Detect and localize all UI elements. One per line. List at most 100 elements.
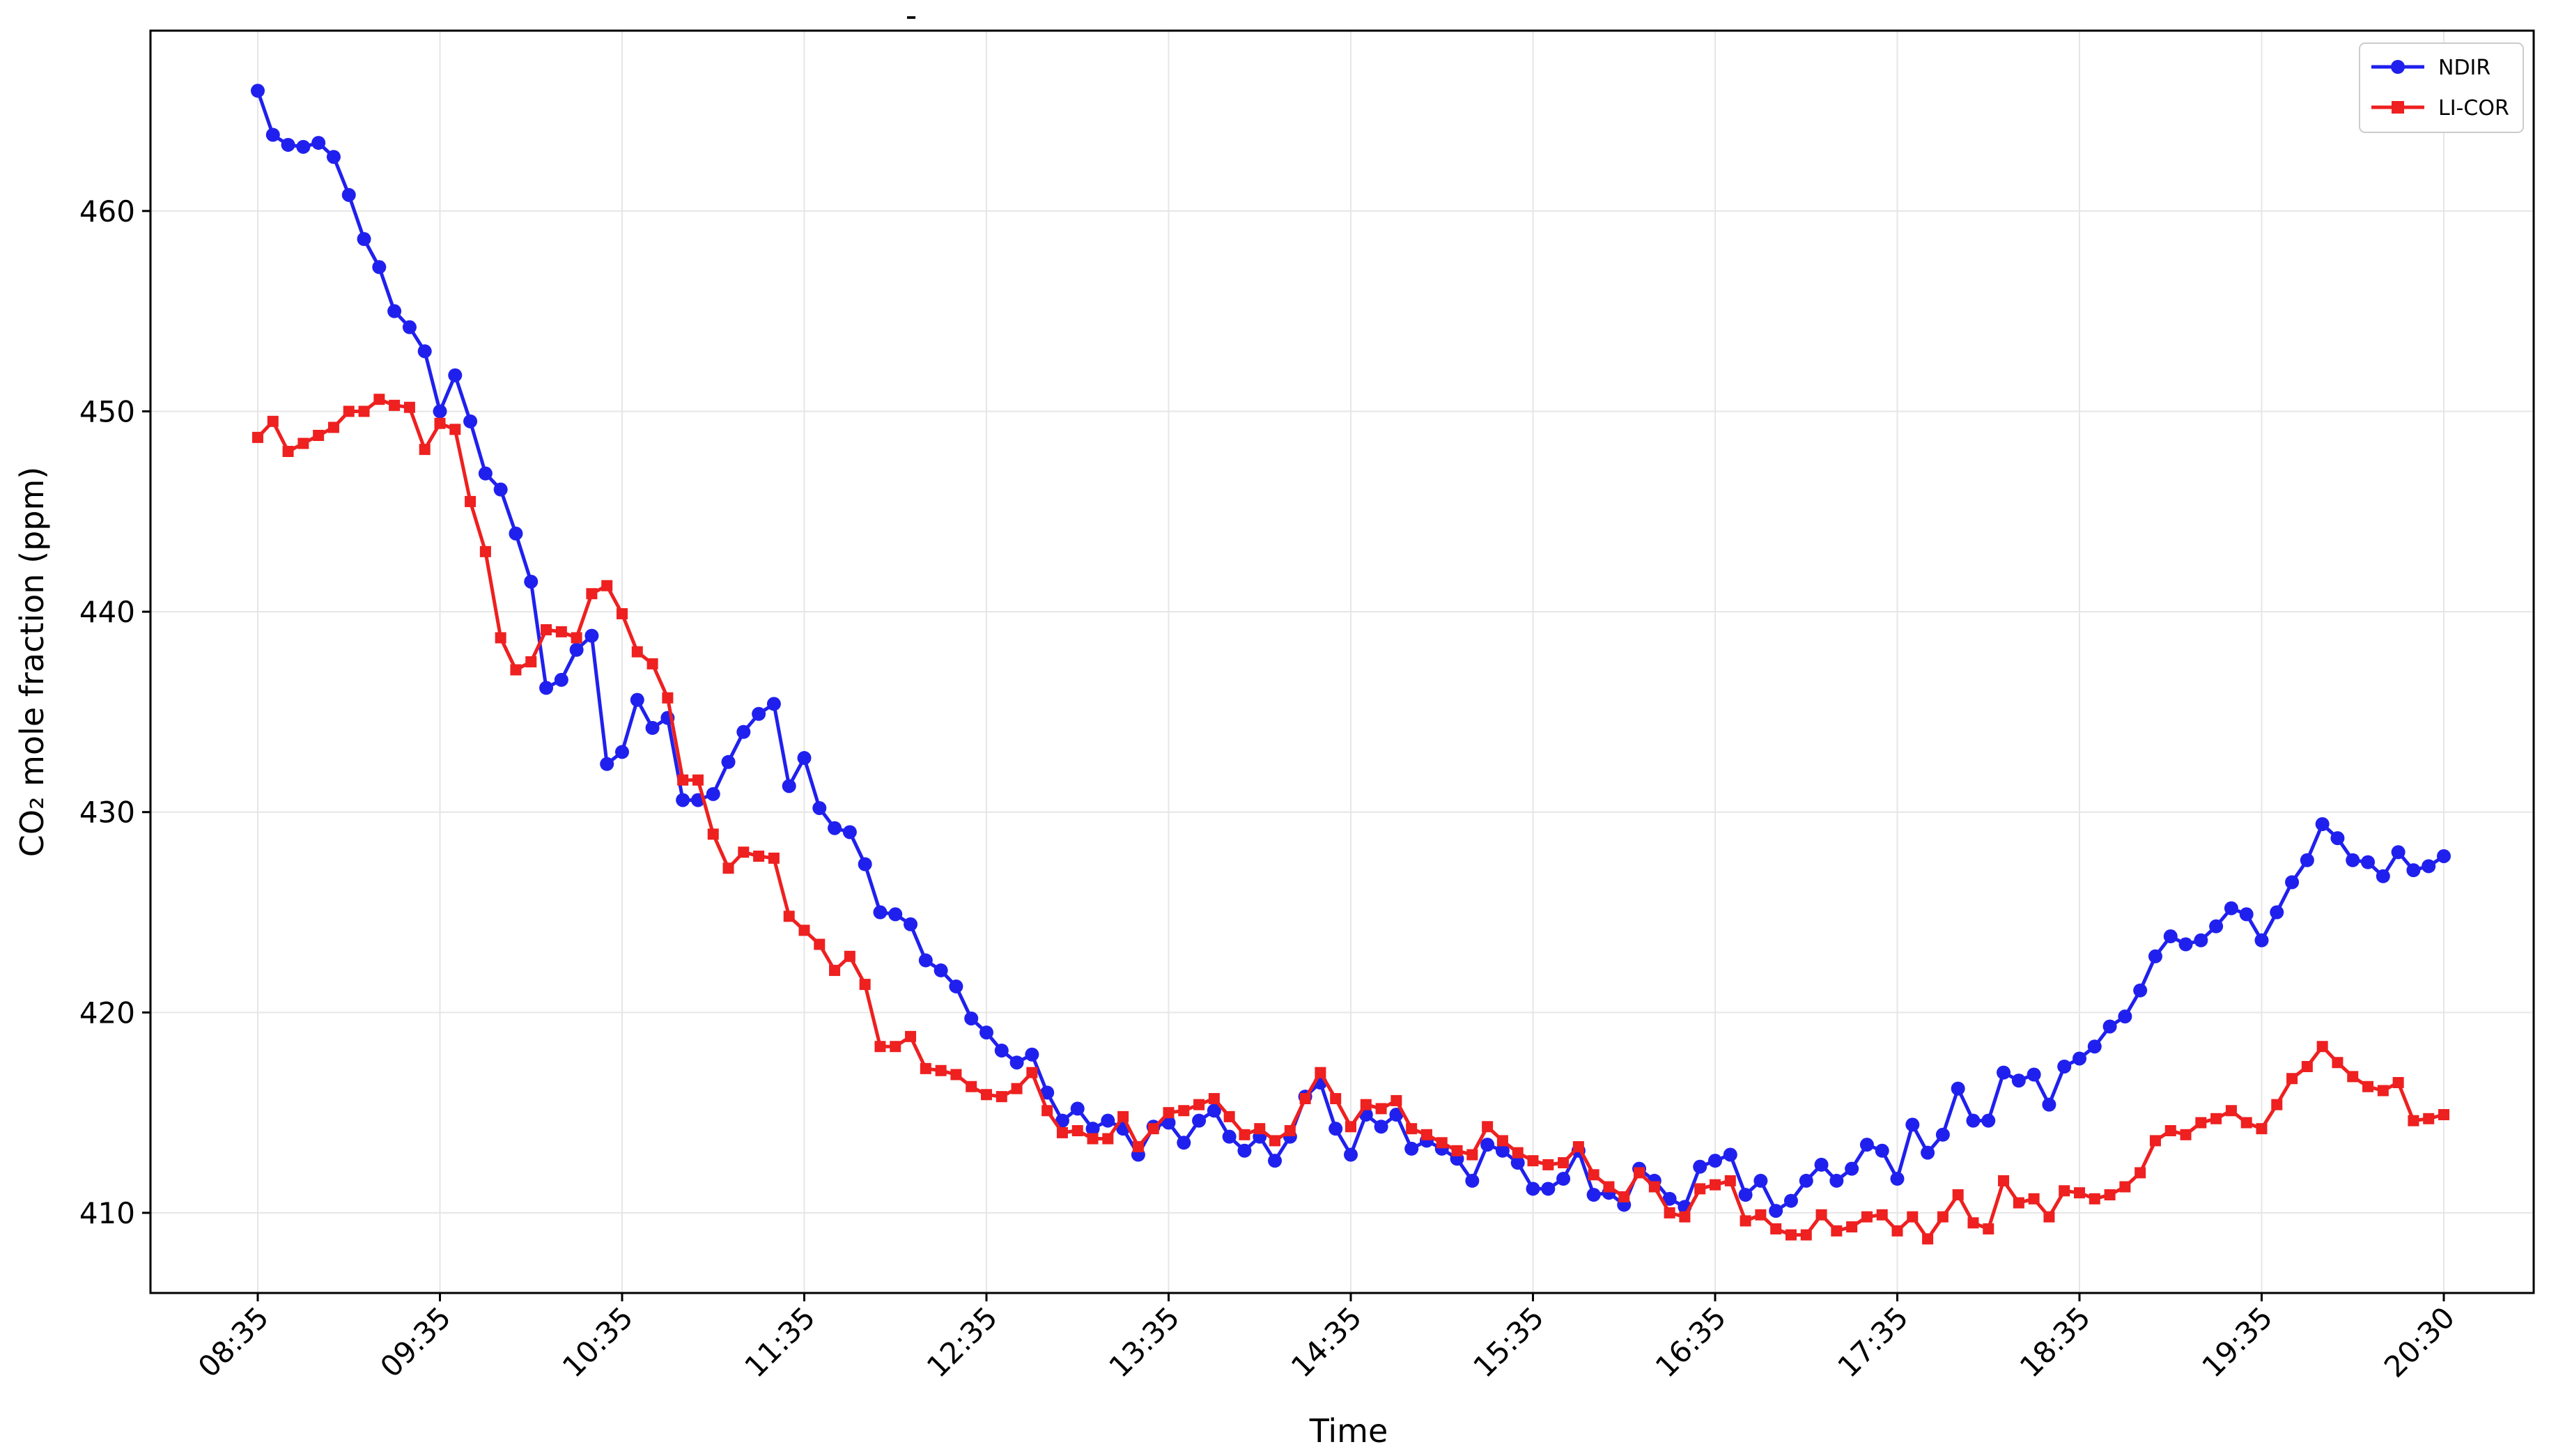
data-point — [979, 1025, 993, 1040]
data-point — [1389, 1108, 1404, 1122]
data-point — [1831, 1225, 1843, 1237]
legend-ndir-label: NDIR — [2438, 56, 2490, 80]
data-point — [2392, 1077, 2404, 1088]
data-point — [645, 720, 660, 735]
data-point — [1404, 1141, 1419, 1156]
data-point — [1983, 1223, 1994, 1234]
y-axis-label: CO₂ mole fraction (ppm) — [13, 467, 51, 857]
data-point — [1495, 1143, 1510, 1158]
data-point — [2240, 1117, 2252, 1129]
data-point — [1785, 1229, 1797, 1241]
data-point — [600, 757, 614, 771]
data-point — [920, 1062, 931, 1074]
data-point — [341, 187, 356, 202]
x-tick-label: 13:35 — [1102, 1300, 1186, 1384]
data-point — [402, 320, 417, 334]
data-point — [859, 979, 871, 991]
data-point — [615, 745, 629, 759]
data-point — [918, 953, 933, 968]
data-point — [403, 401, 415, 413]
y-tick-label: 410 — [79, 1196, 135, 1230]
data-point — [1981, 1113, 1996, 1128]
data-point — [949, 979, 963, 993]
data-point — [555, 626, 567, 637]
data-point — [1997, 1065, 2011, 1080]
data-point — [1254, 1123, 1266, 1135]
data-point — [994, 1043, 1009, 1058]
data-point — [707, 828, 719, 840]
data-point — [1085, 1122, 1100, 1136]
data-point — [1482, 1121, 1494, 1133]
data-point — [1542, 1159, 1554, 1170]
data-point — [554, 672, 568, 687]
data-point — [1163, 1107, 1175, 1119]
x-tick-label: 11:35 — [738, 1300, 821, 1384]
data-point — [1269, 1135, 1281, 1147]
data-point — [1208, 1093, 1220, 1105]
data-point — [1374, 1120, 1388, 1134]
legend-licor-marker — [2392, 101, 2404, 114]
data-point — [1586, 1188, 1601, 1202]
data-point — [1875, 1143, 1889, 1158]
data-point — [905, 1030, 917, 1042]
data-point — [1451, 1145, 1463, 1156]
data-point — [1315, 1067, 1326, 1078]
data-point — [1922, 1233, 1934, 1245]
data-point — [465, 495, 477, 507]
data-point — [2377, 1085, 2389, 1097]
data-point — [463, 414, 478, 428]
x-tick-label: 14:35 — [1285, 1300, 1368, 1384]
data-point — [1634, 1167, 1645, 1179]
data-point — [2163, 929, 2178, 944]
data-point — [1390, 1094, 1402, 1106]
data-point — [738, 846, 750, 858]
y-tick-label: 420 — [79, 996, 135, 1030]
data-point — [904, 917, 918, 931]
data-point — [2361, 855, 2376, 869]
data-point — [1710, 1179, 1721, 1191]
data-point — [2256, 1123, 2268, 1135]
data-point — [844, 950, 855, 962]
data-point — [265, 127, 280, 142]
data-point — [1891, 1225, 1903, 1237]
data-point — [1011, 1083, 1023, 1094]
data-point — [814, 938, 826, 950]
data-point — [874, 1041, 886, 1053]
data-point — [1512, 1147, 1524, 1159]
data-point — [434, 417, 446, 429]
data-point — [2074, 1187, 2085, 1199]
data-point — [1829, 1173, 1844, 1188]
data-point — [1070, 1101, 1085, 1116]
data-point — [2104, 1189, 2116, 1201]
data-point — [2135, 1167, 2146, 1179]
data-point — [783, 911, 795, 922]
data-point — [2254, 933, 2269, 947]
data-point — [1603, 1181, 1615, 1193]
data-point — [510, 664, 522, 676]
data-point — [419, 444, 431, 456]
data-point — [2073, 1051, 2086, 1066]
data-point — [1496, 1135, 1508, 1147]
data-point — [721, 754, 736, 769]
data-point — [2148, 949, 2162, 963]
data-point — [448, 368, 463, 382]
data-point — [631, 646, 643, 658]
data-point — [2164, 1125, 2176, 1137]
data-point — [753, 850, 765, 862]
x-tick-label: 12:35 — [920, 1300, 1004, 1384]
data-point — [2408, 1115, 2419, 1126]
data-point — [1055, 1113, 1069, 1128]
data-point — [797, 751, 812, 766]
data-point — [297, 437, 309, 449]
data-point — [2437, 849, 2451, 863]
data-point — [389, 399, 401, 411]
data-point — [372, 260, 387, 274]
data-point — [2362, 1081, 2374, 1092]
data-point — [2059, 1185, 2070, 1197]
data-point — [1753, 1173, 1768, 1188]
x-tick-label: 09:35 — [373, 1300, 457, 1384]
data-point — [357, 232, 371, 247]
data-point — [1420, 1129, 1432, 1140]
data-point — [617, 607, 628, 619]
data-point — [2149, 1135, 2161, 1147]
